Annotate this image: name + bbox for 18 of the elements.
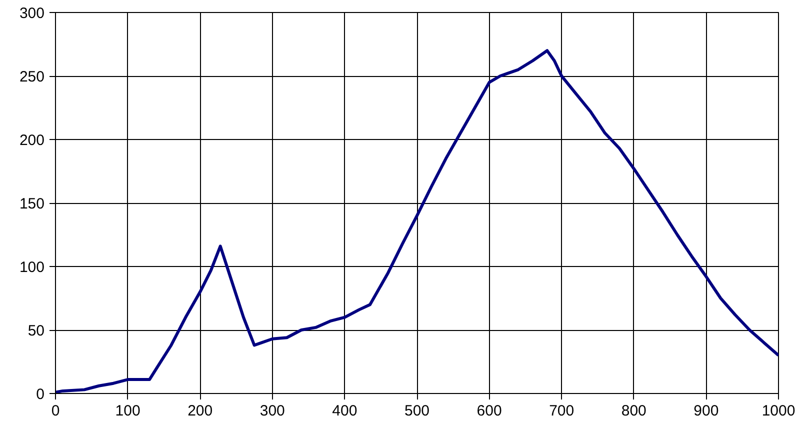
x-tick-label: 1000 [762,402,796,420]
x-tick-label: 0 [51,402,60,420]
x-tick-label: 100 [115,402,140,420]
y-tick-label: 200 [19,132,45,149]
x-tick-label: 200 [188,402,213,420]
y-tick-label: 50 [28,322,45,340]
x-tick-label: 600 [476,402,502,420]
x-tick-label: 700 [549,402,574,420]
y-tick-label: 100 [19,259,45,276]
x-tick-label: 900 [694,402,719,420]
x-tick-label: 800 [621,402,646,420]
x-tick-label: 300 [260,402,285,420]
y-tick-label: 300 [19,5,45,22]
y-tick-label: 250 [19,68,45,86]
x-tick-label: 500 [404,402,430,420]
y-tick-label: 0 [36,386,44,403]
x-tick-label: 400 [332,402,358,420]
y-tick-label: 150 [19,196,45,212]
